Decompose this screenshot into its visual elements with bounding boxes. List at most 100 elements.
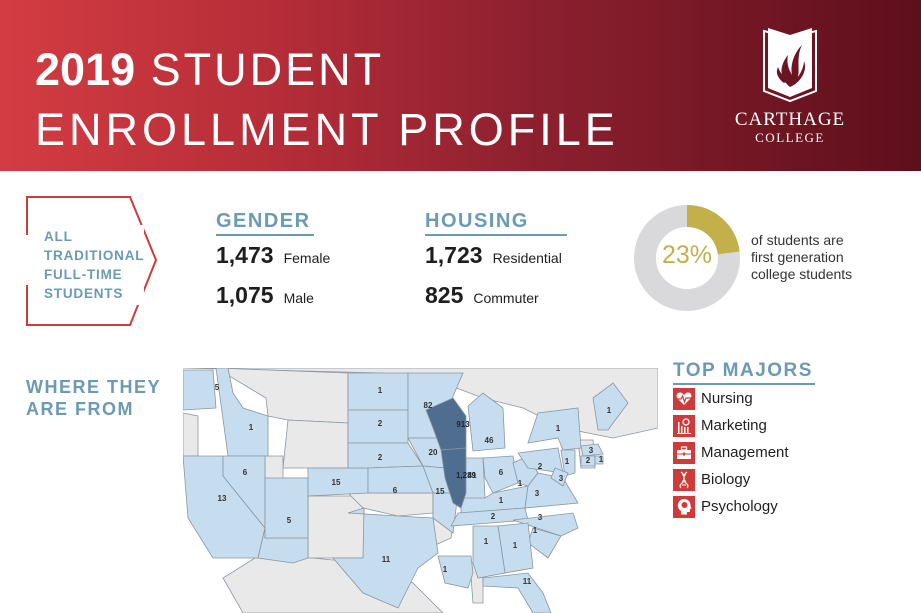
us-states-map: 5 1 13 6 5 15 1 2 2 6 11 82 20 15 913 1,…	[182, 367, 659, 613]
svg-text:3: 3	[559, 474, 564, 483]
stat-label: Commuter	[473, 290, 539, 306]
major-label: Management	[701, 444, 789, 461]
housing-row-residential: 1,723 Residential	[425, 242, 567, 276]
gender-row-male: 1,075 Male	[216, 282, 330, 316]
header-banner: 2019 STUDENT ENROLLMENT PROFILE CARTHAGE…	[0, 0, 921, 171]
svg-text:2: 2	[378, 419, 383, 428]
stat-label: Female	[283, 250, 331, 266]
title-line-1: 2019 STUDENT	[35, 40, 619, 100]
heart-pulse-icon	[673, 387, 695, 410]
page-title: 2019 STUDENT ENROLLMENT PROFILE	[35, 40, 619, 160]
housing-heading: HOUSING	[425, 210, 567, 236]
svg-text:41: 41	[468, 471, 477, 480]
head-brain-icon	[673, 495, 695, 518]
badge-text: ALL TRADITIONAL FULL-TIME STUDENTS	[44, 225, 145, 305]
svg-text:1: 1	[249, 423, 254, 432]
badge-line: FULL-TIME	[44, 267, 123, 282]
major-label: Psychology	[701, 498, 778, 515]
svg-text:1: 1	[607, 406, 612, 415]
book-flame-icon	[763, 28, 817, 103]
svg-text:3: 3	[538, 513, 543, 522]
major-item-nursing: Nursing	[673, 385, 815, 412]
svg-text:15: 15	[332, 478, 341, 487]
major-label: Marketing	[701, 417, 767, 434]
bar-chart-person-icon	[673, 414, 695, 437]
title-line-2: ENROLLMENT PROFILE	[35, 104, 619, 155]
major-item-marketing: Marketing	[673, 412, 815, 439]
svg-text:6: 6	[393, 486, 398, 495]
housing-row-commuter: 825 Commuter	[425, 282, 567, 316]
svg-text:82: 82	[424, 401, 433, 410]
svg-text:913: 913	[456, 420, 470, 429]
stat-value: 825	[425, 282, 464, 308]
top-majors-heading: TOP MAJORS	[673, 360, 815, 385]
major-label: Nursing	[701, 390, 753, 407]
first-gen-donut-chart: 23%	[633, 204, 741, 312]
top-majors-section: TOP MAJORS Nursing Marketing Management …	[673, 360, 815, 520]
title-year: 2019	[35, 44, 136, 95]
logo-name: CARTHAGE	[734, 109, 846, 130]
heading-line: ARE FROM	[26, 399, 134, 419]
title-word-student: STUDENT	[150, 44, 385, 95]
svg-text:2: 2	[538, 462, 543, 471]
svg-text:6: 6	[243, 468, 248, 477]
caption-line: of students are	[751, 232, 844, 248]
badge-line: ALL	[44, 229, 73, 244]
svg-text:1: 1	[518, 479, 523, 488]
logo-subname: COLLEGE	[755, 130, 825, 145]
stat-value: 1,473	[216, 242, 274, 268]
svg-text:1: 1	[533, 526, 538, 535]
state-labels: 5 1 13 6 5 15 1 2 2 6 11 82 20 15 913 1,…	[215, 383, 612, 586]
svg-text:1: 1	[513, 541, 518, 550]
svg-text:3: 3	[589, 446, 594, 455]
stat-label: Residential	[492, 250, 562, 266]
badge-line: STUDENTS	[44, 286, 124, 301]
svg-text:11: 11	[523, 577, 532, 586]
chevron-outline-icon	[26, 196, 158, 326]
major-label: Biology	[701, 471, 751, 488]
svg-text:1: 1	[378, 386, 383, 395]
svg-text:2: 2	[378, 453, 383, 462]
stat-value: 1,075	[216, 282, 274, 308]
major-item-management: Management	[673, 439, 815, 466]
first-gen-percent: 23%	[661, 241, 713, 269]
caption-line: first generation	[751, 249, 844, 265]
svg-text:13: 13	[218, 494, 227, 503]
svg-text:1: 1	[443, 565, 448, 574]
all-students-badge: ALL TRADITIONAL FULL-TIME STUDENTS	[25, 195, 158, 328]
briefcase-icon	[673, 441, 695, 464]
svg-text:1: 1	[599, 455, 604, 464]
badge-line: TRADITIONAL	[44, 248, 145, 263]
svg-text:1: 1	[484, 537, 489, 546]
major-item-biology: Biology	[673, 466, 815, 493]
svg-text:11: 11	[382, 555, 391, 564]
where-from-heading: WHERE THEY ARE FROM	[26, 376, 161, 420]
caption-line: college students	[751, 266, 853, 282]
svg-text:3: 3	[535, 489, 540, 498]
housing-section: HOUSING 1,723 Residential 825 Commuter	[425, 210, 567, 316]
major-item-psychology: Psychology	[673, 493, 815, 520]
gender-section: GENDER 1,473 Female 1,075 Male	[216, 210, 330, 316]
stat-value: 1,723	[425, 242, 483, 268]
first-gen-caption: of students are first generation college…	[751, 232, 852, 283]
svg-text:20: 20	[429, 448, 438, 457]
svg-text:1,289: 1,289	[456, 471, 477, 480]
gender-heading: GENDER	[216, 210, 314, 236]
donut-ring	[634, 205, 740, 311]
svg-text:5: 5	[215, 383, 220, 392]
stat-label: Male	[283, 290, 314, 306]
svg-text:1: 1	[499, 496, 504, 505]
svg-text:5: 5	[287, 516, 292, 525]
svg-text:46: 46	[485, 436, 494, 445]
heading-line: WHERE THEY	[26, 377, 162, 397]
svg-text:6: 6	[499, 468, 504, 477]
svg-text:2: 2	[491, 512, 496, 521]
dna-icon	[673, 468, 695, 491]
gender-row-female: 1,473 Female	[216, 242, 330, 276]
svg-text:1: 1	[556, 424, 561, 433]
map-svg: 5 1 13 6 5 15 1 2 2 6 11 82 20 15 913 1,…	[182, 367, 659, 613]
svg-text:15: 15	[436, 487, 445, 496]
svg-text:2: 2	[586, 456, 591, 465]
carthage-logo: CARTHAGE COLLEGE	[730, 25, 850, 146]
svg-text:1: 1	[565, 457, 570, 466]
